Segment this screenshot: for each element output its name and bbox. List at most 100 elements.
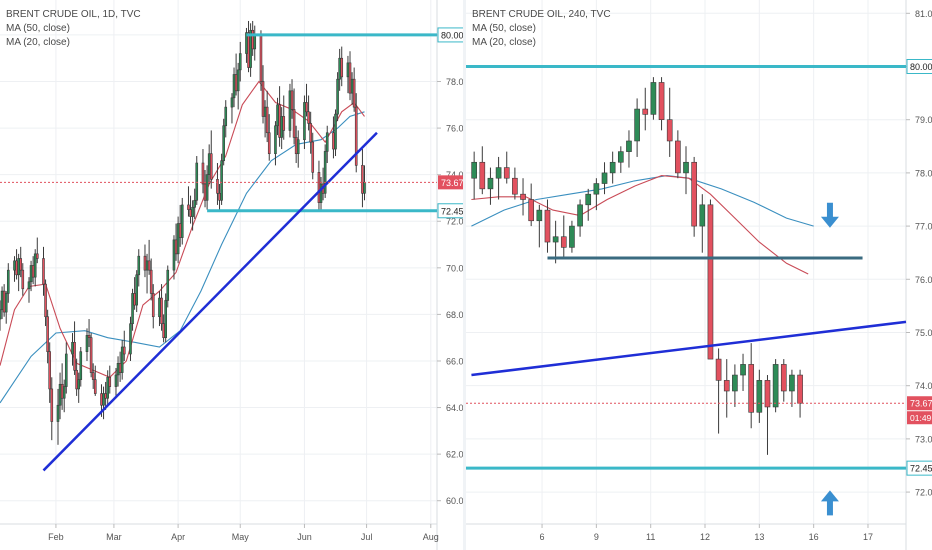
candle-body bbox=[307, 111, 310, 124]
candle-body bbox=[209, 153, 213, 180]
countdown-label: 01:49:08 bbox=[910, 413, 932, 423]
candle-body bbox=[189, 209, 192, 217]
candle-body bbox=[73, 342, 76, 371]
x-tick-label: Aug bbox=[423, 532, 439, 542]
x-tick-label: 6 bbox=[540, 532, 545, 542]
left-chart-panel[interactable]: 60.00 62.00 64.00 66.00 68.00 70.00 72.00 74.00… bbox=[0, 0, 464, 550]
candle bbox=[87, 319, 91, 348]
x-tick-label: Feb bbox=[48, 532, 64, 542]
left-chart-title: BRENT CRUDE OIL, 1D, TVC bbox=[6, 9, 141, 20]
candle bbox=[609, 151, 616, 184]
candle bbox=[93, 365, 97, 396]
candle-body bbox=[164, 300, 167, 338]
y-tick-label: 70.00 bbox=[446, 263, 464, 273]
y-tick-label: 75.00 bbox=[915, 328, 932, 338]
candle bbox=[303, 95, 306, 150]
candle-body bbox=[207, 153, 211, 175]
candle-body bbox=[100, 393, 103, 406]
candle-body bbox=[290, 90, 294, 110]
candle-body bbox=[64, 353, 68, 387]
candle bbox=[282, 95, 286, 140]
candle-body bbox=[62, 386, 66, 399]
panel-divider[interactable] bbox=[463, 0, 466, 550]
candle-body bbox=[288, 90, 292, 131]
candle bbox=[495, 156, 502, 200]
candle-body bbox=[319, 183, 323, 203]
y-tick-label: 81.00 bbox=[915, 9, 932, 19]
ma20-line bbox=[471, 175, 809, 275]
resistance-label-bg bbox=[438, 27, 464, 42]
4h-chart[interactable]: 72.00 73.00 74.00 75.00 76.00 77.00 78.00 79.00… bbox=[466, 0, 932, 550]
candle bbox=[307, 95, 310, 131]
candle-body bbox=[42, 258, 45, 285]
candle-body bbox=[247, 32, 250, 68]
candle-body bbox=[764, 380, 771, 408]
candle-body bbox=[116, 363, 120, 376]
candle-body bbox=[536, 209, 543, 222]
candle bbox=[267, 114, 271, 161]
candle-body bbox=[106, 376, 109, 399]
candle bbox=[699, 194, 706, 253]
candle-body bbox=[79, 351, 83, 380]
candle-body bbox=[352, 78, 356, 108]
support-label: 72.45 bbox=[441, 206, 464, 216]
candle-body bbox=[282, 116, 286, 131]
candle bbox=[50, 377, 54, 441]
daily-chart[interactable]: 60.00 62.00 64.00 66.00 68.00 70.00 72.00 74.00… bbox=[0, 0, 464, 550]
x-tick-label: Mar bbox=[106, 532, 122, 542]
candle-body bbox=[129, 323, 132, 355]
candle bbox=[91, 363, 95, 389]
resistance-label-bg bbox=[907, 59, 932, 74]
candle-body bbox=[151, 293, 155, 318]
candle bbox=[131, 288, 134, 331]
candle-body bbox=[274, 125, 277, 155]
candle-body bbox=[609, 161, 616, 174]
candle-body bbox=[205, 174, 209, 201]
candle bbox=[354, 93, 358, 173]
candle-body bbox=[195, 162, 199, 201]
candle-body bbox=[234, 74, 238, 92]
trend-line bbox=[42, 131, 378, 472]
candle-body bbox=[723, 380, 730, 392]
candle-body bbox=[133, 293, 136, 306]
down-arrow-icon bbox=[820, 202, 839, 228]
right-chart-panel[interactable]: 72.00 73.00 74.00 75.00 76.00 77.00 78.00 79.00… bbox=[466, 0, 932, 550]
candle bbox=[642, 87, 649, 131]
candle bbox=[85, 328, 89, 361]
candle bbox=[503, 151, 510, 184]
candle-body bbox=[772, 364, 779, 408]
candle-body bbox=[158, 297, 161, 318]
x-tick-label: 17 bbox=[863, 532, 873, 542]
candle bbox=[201, 149, 205, 194]
candle-body bbox=[317, 172, 321, 203]
candle-body bbox=[222, 125, 225, 161]
candle bbox=[195, 156, 199, 205]
last-price-label: 73.67 bbox=[910, 399, 932, 409]
candle bbox=[77, 372, 81, 403]
candle-body bbox=[650, 82, 657, 115]
countdown-bg bbox=[907, 411, 932, 425]
candle bbox=[89, 333, 93, 378]
candle bbox=[35, 237, 39, 264]
candle-body bbox=[91, 372, 95, 380]
candle-body bbox=[303, 102, 306, 141]
candle bbox=[789, 369, 795, 407]
candle-body bbox=[160, 297, 163, 325]
candle bbox=[259, 30, 263, 91]
candle-body bbox=[361, 165, 364, 194]
candle-body bbox=[102, 393, 105, 406]
candle-body bbox=[261, 81, 265, 117]
candle bbox=[797, 369, 803, 418]
candle-body bbox=[577, 204, 583, 227]
candle-body bbox=[44, 283, 47, 318]
candle bbox=[236, 62, 240, 110]
candle bbox=[311, 132, 315, 180]
candle-body bbox=[780, 364, 787, 392]
candle-body bbox=[27, 281, 31, 290]
candle-body bbox=[162, 323, 165, 338]
candle bbox=[261, 65, 265, 124]
candle-body bbox=[19, 258, 23, 271]
candle-body bbox=[350, 78, 354, 94]
y-tick-label: 68.00 bbox=[446, 310, 464, 320]
candle-body bbox=[48, 351, 52, 390]
